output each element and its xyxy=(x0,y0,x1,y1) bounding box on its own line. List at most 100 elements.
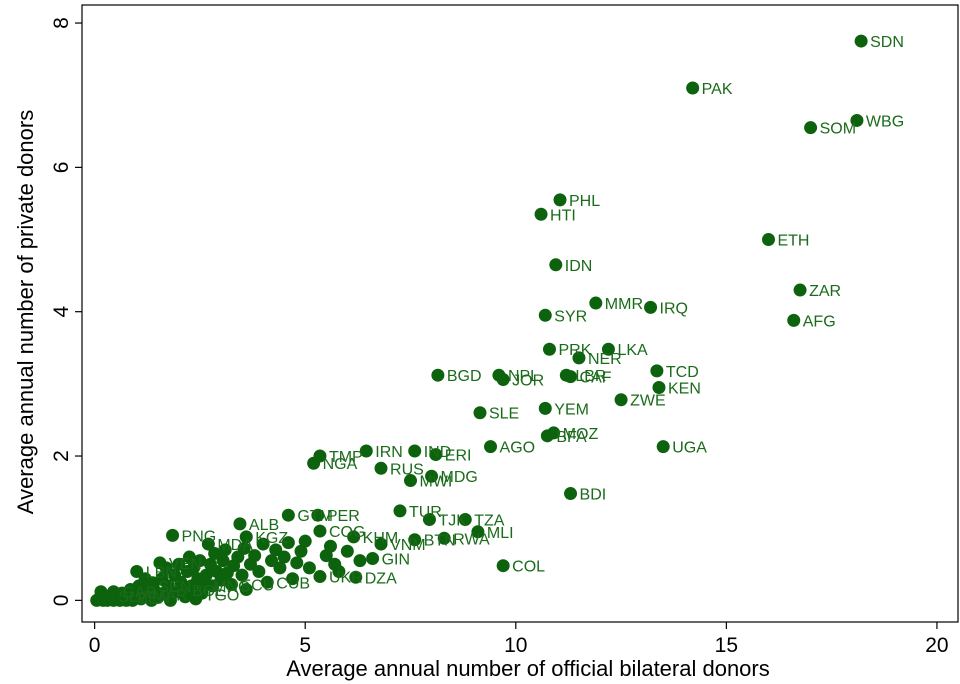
data-point-unlabeled-36 xyxy=(182,550,196,564)
point-label-per: PER xyxy=(327,508,360,525)
data-point-bdi xyxy=(564,487,578,501)
point-label-tgo: TGO xyxy=(205,588,240,605)
data-point-unlabeled-54 xyxy=(237,541,251,555)
point-label-rus: RUS xyxy=(390,461,424,478)
point-label-sen: SEN xyxy=(158,579,191,596)
y-tick-label-0: 0 xyxy=(50,595,73,607)
y-tick-label-4: 8 xyxy=(50,17,73,29)
data-point-alb xyxy=(233,517,247,531)
point-label-cog: COG xyxy=(329,524,365,541)
point-label-afg: AFG xyxy=(803,313,836,330)
data-point-unlabeled-64 xyxy=(286,572,300,586)
data-point-dza xyxy=(349,570,363,584)
point-label-vnm: VNM xyxy=(390,537,426,554)
point-label-moz: MOZ xyxy=(563,426,599,443)
data-point-sdn xyxy=(854,34,868,48)
point-label-ven: VEN xyxy=(169,556,202,573)
data-point-unlabeled-53 xyxy=(235,568,249,582)
data-point-unlabeled-49 xyxy=(218,543,232,557)
data-point-zwe xyxy=(614,393,628,407)
plot-frame xyxy=(81,4,959,623)
data-point-ukr xyxy=(313,570,327,584)
point-label-npl: NPL xyxy=(508,368,539,385)
point-label-tcd: TCD xyxy=(666,364,699,381)
data-point-tur xyxy=(393,504,407,518)
y-tick-label-1: 2 xyxy=(50,450,73,462)
data-point-ecu xyxy=(225,577,239,591)
data-point-sle xyxy=(473,406,487,420)
point-label-gin: GIN xyxy=(382,551,410,568)
data-point-vnm xyxy=(374,537,388,551)
data-point-unlabeled-45 xyxy=(208,546,222,560)
point-label-lbr: LBR xyxy=(575,368,606,385)
x-tick-label-1: 5 xyxy=(299,634,311,657)
point-label-tza: TZA xyxy=(474,513,505,530)
points-layer xyxy=(90,34,868,607)
data-point-unlabeled-63 xyxy=(281,536,295,550)
data-point-kgz xyxy=(239,530,253,544)
data-point-slv xyxy=(102,589,116,603)
data-point-rus xyxy=(374,461,388,475)
point-label-irq: IRQ xyxy=(660,300,688,317)
data-point-caf xyxy=(564,370,578,384)
point-label-cub: CUB xyxy=(276,575,310,592)
point-label-gab: GAB xyxy=(123,585,157,602)
data-point-unlabeled-40 xyxy=(193,554,207,568)
point-label-irn: IRN xyxy=(375,444,403,461)
x-tick-label-4: 20 xyxy=(925,634,948,657)
point-label-mwi: MWI xyxy=(420,474,453,491)
data-point-col xyxy=(496,559,510,573)
point-label-ecu: ECU xyxy=(241,577,275,594)
data-point-gtm xyxy=(281,508,295,522)
point-label-zar: ZAR xyxy=(809,283,841,300)
data-point-mli xyxy=(471,525,485,539)
data-point-unlabeled-66 xyxy=(294,544,308,558)
data-point-unlabeled-58 xyxy=(256,537,270,551)
data-point-bol xyxy=(176,583,190,597)
data-point-cog xyxy=(313,524,327,538)
point-label-gtm: GTM xyxy=(297,508,333,525)
point-label-lbn: LBN xyxy=(146,564,177,581)
point-label-sdn: SDN xyxy=(870,34,904,51)
data-point-unlabeled-48 xyxy=(216,554,230,568)
point-label-mar: MAR xyxy=(152,588,188,605)
point-label-rwa: RWA xyxy=(453,531,490,548)
axes: 0 5 10 15 20 0 2 4 6 8 xyxy=(50,17,949,657)
data-point-bfa xyxy=(540,429,554,443)
data-point-unlabeled-67 xyxy=(298,534,312,548)
data-point-nga xyxy=(307,456,321,470)
point-label-eri: ERI xyxy=(445,448,472,465)
data-point-ben xyxy=(121,590,135,604)
y-tick-label-2: 4 xyxy=(50,306,73,318)
point-label-lka: LKA xyxy=(617,342,648,359)
data-point-ner xyxy=(572,351,586,365)
x-tick-label-2: 10 xyxy=(504,634,527,657)
data-point-phl xyxy=(553,193,567,207)
data-point-prk xyxy=(542,342,556,356)
data-point-unlabeled-72 xyxy=(332,564,346,578)
point-label-uga: UGA xyxy=(672,440,707,457)
data-point-unlabeled-76 xyxy=(239,583,253,597)
data-point-mwi xyxy=(404,474,417,488)
data-point-cub xyxy=(260,575,274,589)
data-point-afg xyxy=(787,313,801,327)
point-label-jor: JOR xyxy=(512,373,544,390)
point-label-dza: DZA xyxy=(365,570,397,587)
data-point-mda xyxy=(201,537,215,551)
point-label-bfa: BFA xyxy=(556,429,587,446)
data-point-eri xyxy=(429,448,443,462)
data-point-eth xyxy=(761,233,775,247)
point-label-mng: MNG xyxy=(213,579,250,596)
data-point-jor xyxy=(496,373,510,387)
x-tick-label-0: 0 xyxy=(89,634,101,657)
data-point-per xyxy=(311,508,325,522)
y-tick-label-3: 6 xyxy=(50,162,73,174)
data-point-irn xyxy=(359,444,373,458)
point-label-mmr: MMR xyxy=(605,296,643,313)
data-point-pak xyxy=(686,81,700,95)
data-point-unlabeled-61 xyxy=(273,561,287,575)
data-point-png xyxy=(166,528,180,542)
data-point-unlabeled-65 xyxy=(290,556,304,570)
data-point-ven xyxy=(153,556,167,570)
